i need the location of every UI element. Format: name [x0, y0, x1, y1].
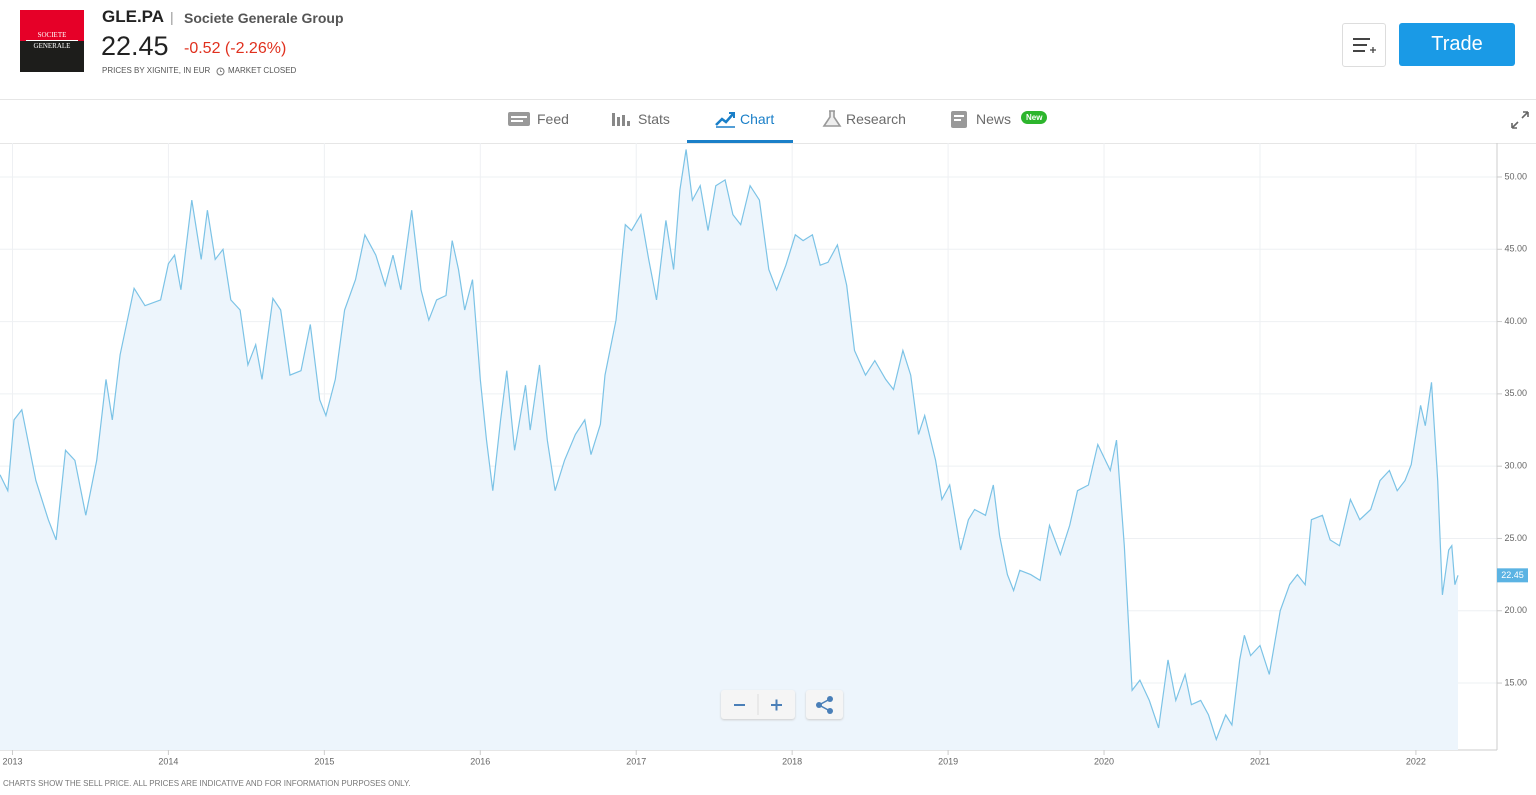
tab-icon: [951, 111, 967, 128]
expand-icon[interactable]: [1510, 110, 1530, 130]
x-tick-label: 2018: [782, 756, 802, 766]
x-tick-label: 2015: [314, 756, 334, 766]
x-tick-label: 2013: [2, 756, 22, 766]
active-tab-indicator: [687, 140, 793, 143]
company-logo: SOCIETE GENERALE: [20, 10, 84, 72]
tab[interactable]: Research: [846, 111, 906, 127]
disclaimer: CHARTS SHOW THE SELL PRICE. ALL PRICES A…: [3, 779, 411, 788]
zoom-icons[interactable]: [721, 690, 795, 719]
y-tick-label: 45.00: [1504, 244, 1527, 254]
tab-icon: [822, 110, 842, 127]
zoom-controls: [721, 690, 795, 719]
watchlist-button[interactable]: [1342, 23, 1386, 67]
tab[interactable]: News: [976, 111, 1012, 127]
share-icon: [816, 696, 833, 714]
y-tick-label: 20.00: [1504, 605, 1527, 615]
x-tick-label: 2020: [1094, 756, 1114, 766]
price: 22.45: [101, 31, 169, 61]
x-tick-label: 2017: [626, 756, 646, 766]
market-status: MARKET CLOSED: [228, 66, 297, 75]
tab[interactable]: Feed: [537, 111, 569, 127]
company-name: Societe Generale Group: [184, 10, 344, 26]
tab-icon: [715, 112, 735, 128]
y-tick-label: 30.00: [1504, 461, 1527, 471]
y-tick-label: 15.00: [1504, 677, 1527, 687]
share-button[interactable]: [806, 690, 843, 719]
logo-text: GENERALE: [34, 42, 71, 50]
trade-button[interactable]: Trade: [1399, 23, 1515, 66]
ticker: GLE.PA: [102, 7, 165, 26]
divider: [0, 99, 1536, 100]
y-tick-label: 25.00: [1504, 533, 1527, 543]
x-tick-label: 2016: [470, 756, 490, 766]
x-tick-label: 2022: [1406, 756, 1426, 766]
tab-icon: [612, 113, 630, 126]
price-source: PRICES BY XIGNITE, IN EUR: [102, 66, 211, 75]
y-tick-label: 40.00: [1504, 316, 1527, 326]
y-tick-label: 35.00: [1504, 388, 1527, 398]
y-tick-label: 50.00: [1504, 171, 1527, 181]
separator: |: [170, 9, 174, 25]
x-tick-label: 2021: [1250, 756, 1270, 766]
last-price-flag: [1497, 568, 1528, 583]
new-badge: New: [1021, 111, 1048, 124]
last-price-label: 22.45: [1501, 570, 1524, 580]
price-line: [0, 149, 1459, 742]
tab-icon: [508, 112, 530, 126]
x-tick-label: 2014: [158, 756, 178, 766]
clock-icon: [216, 67, 225, 76]
tab[interactable]: Chart: [740, 111, 775, 127]
tab[interactable]: Stats: [638, 111, 670, 127]
logo-text: SOCIETE: [38, 31, 67, 39]
price-change: -0.52 (-2.26%): [184, 40, 287, 57]
divider: [0, 143, 1536, 144]
watchlist-icon: [1353, 38, 1376, 53]
price-chart: 2013 2014 2015 2016 2017 2018 2019 2020 2021 2022…: [0, 143, 1528, 766]
price-area: [0, 149, 1458, 750]
x-tick-label: 2019: [938, 756, 958, 766]
